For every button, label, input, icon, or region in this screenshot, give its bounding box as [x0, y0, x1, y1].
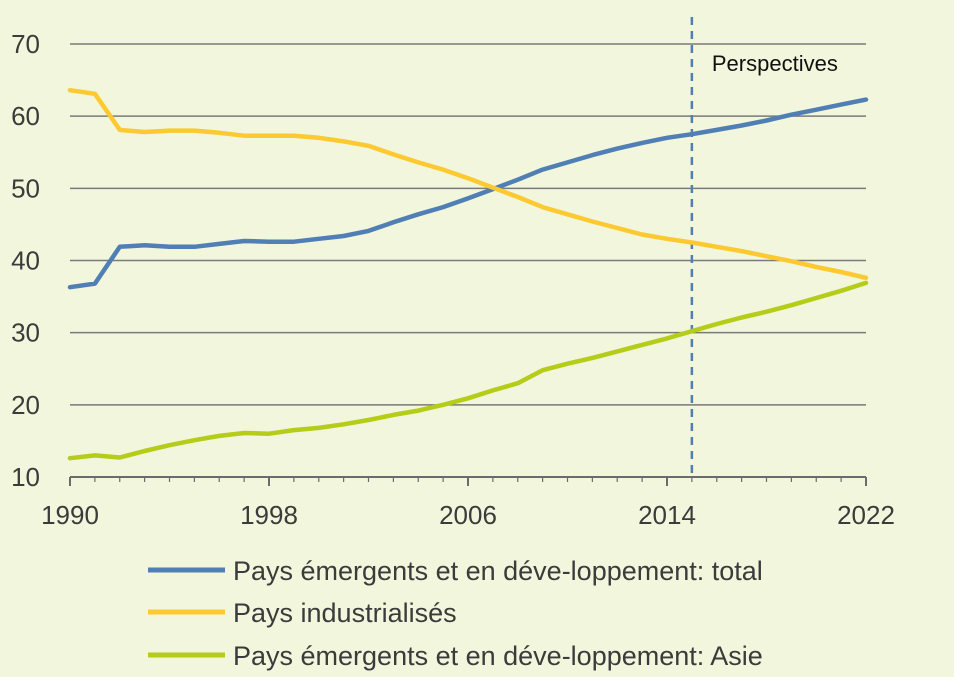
x-tick-label: 2014 [638, 500, 696, 530]
y-tick-label: 20 [11, 390, 40, 420]
legend-label: Pays émergents et en déve-loppement: tot… [233, 556, 763, 586]
y-tick-label: 60 [11, 101, 40, 131]
series-line-2 [67, 87, 869, 281]
x-tick-label: 2022 [837, 500, 895, 530]
x-tick-label: 1998 [240, 500, 298, 530]
series-lines [67, 87, 869, 461]
y-tick-label: 40 [11, 246, 40, 276]
y-tick-label: 70 [11, 29, 40, 59]
x-axis: 1990 1998 2006 2014 2022 [41, 476, 895, 530]
legend: Pays émergents et en déve-loppement: tot… [148, 556, 763, 671]
y-tick-label: 10 [11, 462, 40, 492]
x-tick-label: 1990 [41, 500, 99, 530]
x-tick-label: 2006 [439, 500, 497, 530]
legend-label: Pays industrialisés [233, 598, 457, 628]
series-line-3 [67, 280, 869, 461]
y-tick-label: 50 [11, 173, 40, 203]
y-tick-label: 30 [11, 318, 40, 348]
forecast-label: Perspectives [712, 51, 838, 76]
forecast-marker: Perspectives [690, 17, 838, 474]
y-axis: 10 20 30 40 50 60 70 [11, 29, 40, 492]
gridlines [70, 43, 866, 406]
series-line-1 [67, 97, 869, 290]
legend-label: Pays émergents et en déve-loppement: Asi… [233, 641, 763, 671]
